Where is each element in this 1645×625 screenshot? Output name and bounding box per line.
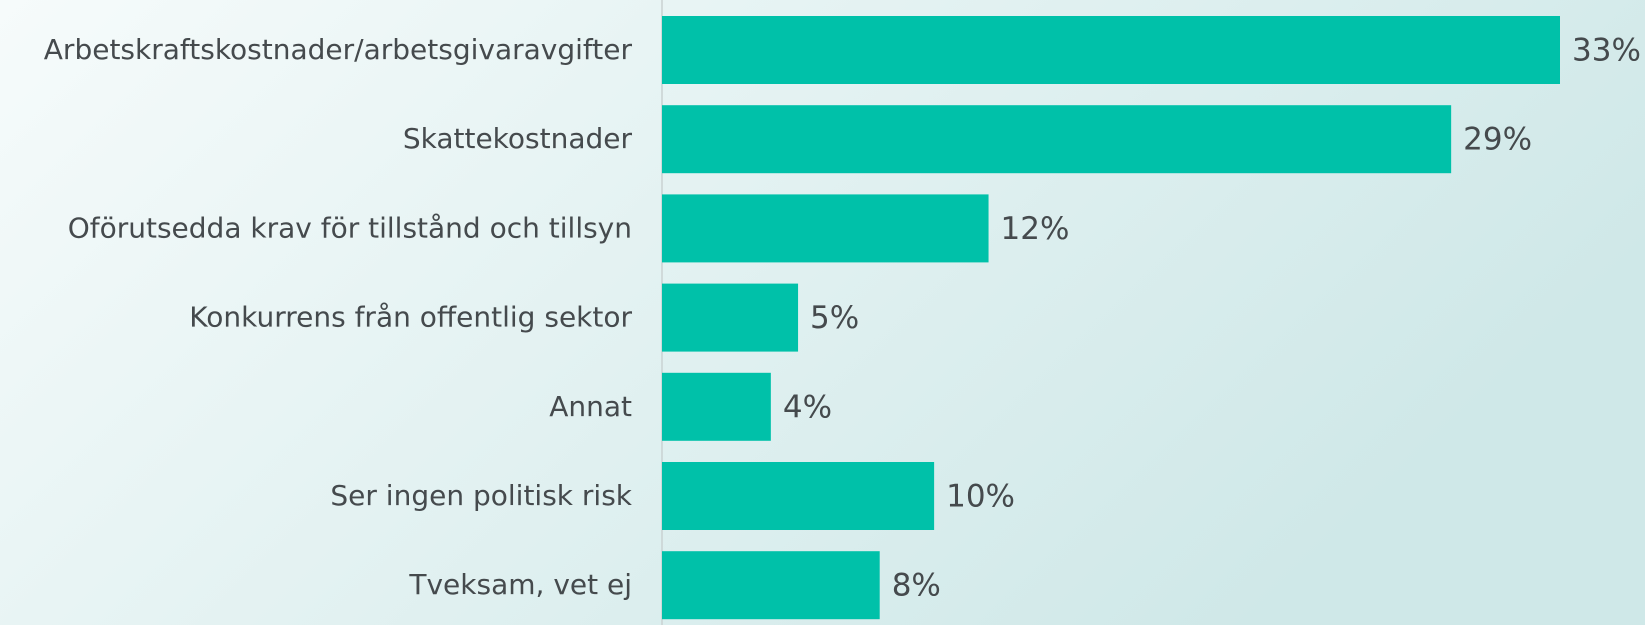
category-label: Annat [549,390,632,423]
category-label: Arbetskraftskostnader/arbetsgivaravgifte… [44,33,633,66]
value-label: 12% [1001,211,1070,247]
bar [662,194,989,263]
category-label: Oförutsedda krav för tillstånd och tills… [68,211,632,244]
category-label: Ser ingen politisk risk [330,479,632,512]
value-label: 5% [810,300,859,336]
bar [662,462,935,530]
category-label: Konkurrens från offentlig sektor [189,301,632,334]
value-label: 10% [946,479,1015,515]
category-label: Skattekostnader [403,122,633,155]
category-label: Tveksam, vet ej [408,568,632,601]
value-label: 4% [783,389,832,425]
bar [662,105,1452,174]
bar [662,283,799,352]
bar [662,372,771,441]
value-label: 8% [892,568,941,604]
bar [662,16,1560,84]
value-label: 29% [1463,122,1532,158]
bar [662,551,880,620]
value-label: 33% [1572,33,1641,69]
